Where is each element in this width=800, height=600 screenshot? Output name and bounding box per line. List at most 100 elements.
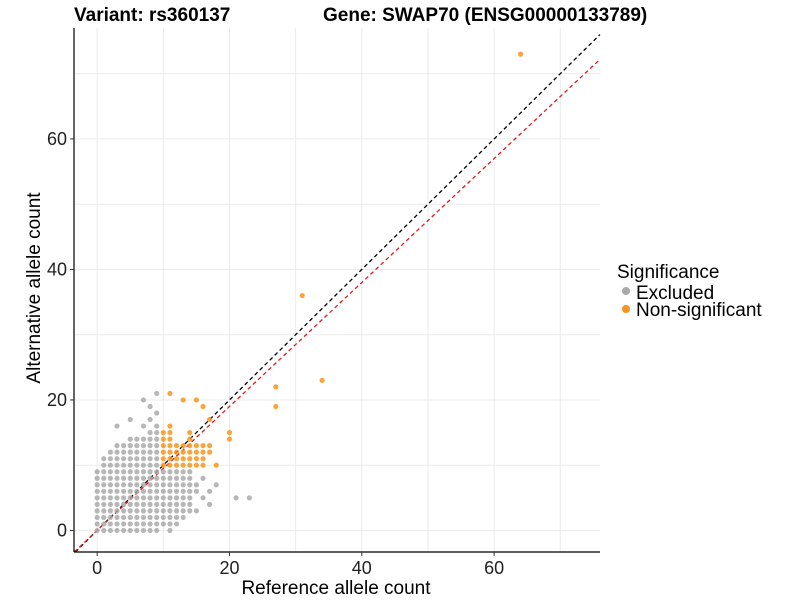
point-excluded (101, 488, 107, 494)
point-excluded (121, 508, 127, 514)
point-excluded (200, 475, 206, 481)
point-excluded (94, 527, 100, 534)
point-excluded (193, 488, 200, 494)
point-non-significant (213, 462, 219, 468)
point-excluded (114, 449, 120, 455)
point-non-significant (167, 449, 173, 455)
point-excluded (114, 495, 120, 501)
point-non-significant (167, 456, 173, 462)
point-excluded (94, 482, 100, 488)
reference-lines (73, 34, 601, 553)
point-excluded (134, 456, 140, 462)
point-excluded (121, 443, 127, 449)
point-non-significant (193, 397, 200, 403)
point-excluded (114, 475, 120, 481)
point-non-significant (187, 429, 193, 436)
point-non-significant (180, 456, 186, 462)
point-excluded (160, 488, 166, 494)
point-excluded (121, 488, 127, 494)
point-excluded (134, 521, 140, 527)
point-excluded (101, 462, 107, 468)
point-excluded (101, 527, 107, 534)
point-excluded (134, 508, 140, 514)
point-excluded (107, 488, 113, 494)
point-excluded (140, 436, 147, 442)
y-axis-title: Alternative allele count (24, 192, 45, 384)
point-non-significant (207, 443, 213, 449)
point-excluded (114, 527, 120, 534)
point-excluded (140, 521, 147, 527)
point-excluded (160, 508, 166, 514)
point-excluded (147, 462, 153, 468)
point-excluded (134, 501, 140, 507)
point-excluded (147, 495, 153, 501)
point-excluded (147, 449, 153, 455)
point-excluded (127, 521, 133, 527)
point-excluded (114, 423, 120, 429)
point-excluded (107, 456, 113, 462)
point-excluded (167, 482, 173, 488)
point-non-significant (187, 443, 193, 449)
point-non-significant (167, 443, 173, 449)
point-excluded (173, 488, 180, 494)
point-excluded (121, 456, 127, 462)
point-excluded (101, 521, 107, 527)
point-excluded (140, 501, 147, 507)
reference-line-fit (73, 58, 601, 553)
point-excluded (187, 501, 193, 507)
point-excluded (101, 514, 107, 521)
point-excluded (180, 469, 186, 475)
point-excluded (121, 475, 127, 481)
point-excluded (213, 482, 219, 488)
point-non-significant (200, 462, 206, 468)
point-excluded (154, 527, 160, 534)
point-non-significant (273, 384, 279, 390)
point-excluded (154, 423, 160, 429)
point-excluded (160, 495, 166, 501)
point-excluded (134, 488, 140, 494)
point-non-significant (167, 423, 173, 429)
point-non-significant (273, 403, 279, 410)
point-excluded (187, 469, 193, 475)
point-excluded (193, 508, 200, 514)
point-excluded (180, 488, 186, 494)
point-excluded (147, 527, 153, 534)
point-excluded (107, 495, 113, 501)
point-excluded (121, 449, 127, 455)
point-excluded (94, 501, 100, 507)
point-non-significant (160, 436, 166, 442)
point-excluded (173, 508, 180, 514)
point-excluded (107, 475, 113, 481)
point-excluded (160, 475, 166, 481)
point-excluded (121, 495, 127, 501)
point-excluded (140, 508, 147, 514)
point-excluded (94, 514, 100, 521)
x-tick-label: 60 (484, 558, 504, 578)
point-excluded (140, 475, 147, 481)
point-excluded (134, 482, 140, 488)
point-excluded (127, 449, 133, 455)
point-excluded (207, 501, 213, 507)
point-excluded (127, 462, 133, 468)
point-excluded (154, 495, 160, 501)
point-excluded (101, 469, 107, 475)
legend-label-non-significant: Non-significant (636, 300, 762, 321)
point-non-significant (180, 462, 186, 468)
chart-title-gene: Gene: SWAP70 (ENSG00000133789) (323, 5, 647, 26)
point-excluded (127, 469, 133, 475)
point-excluded (180, 482, 186, 488)
y-tick-label: 60 (47, 129, 67, 149)
point-excluded (127, 482, 133, 488)
point-excluded (127, 488, 133, 494)
point-excluded (94, 475, 100, 481)
point-excluded (147, 482, 153, 488)
point-excluded (134, 436, 140, 442)
point-excluded (193, 482, 200, 488)
point-excluded (134, 527, 140, 534)
reference-line-identity (74, 34, 601, 553)
point-non-significant (518, 51, 524, 57)
point-excluded (94, 495, 100, 501)
point-excluded (154, 501, 160, 507)
point-excluded (173, 495, 180, 501)
